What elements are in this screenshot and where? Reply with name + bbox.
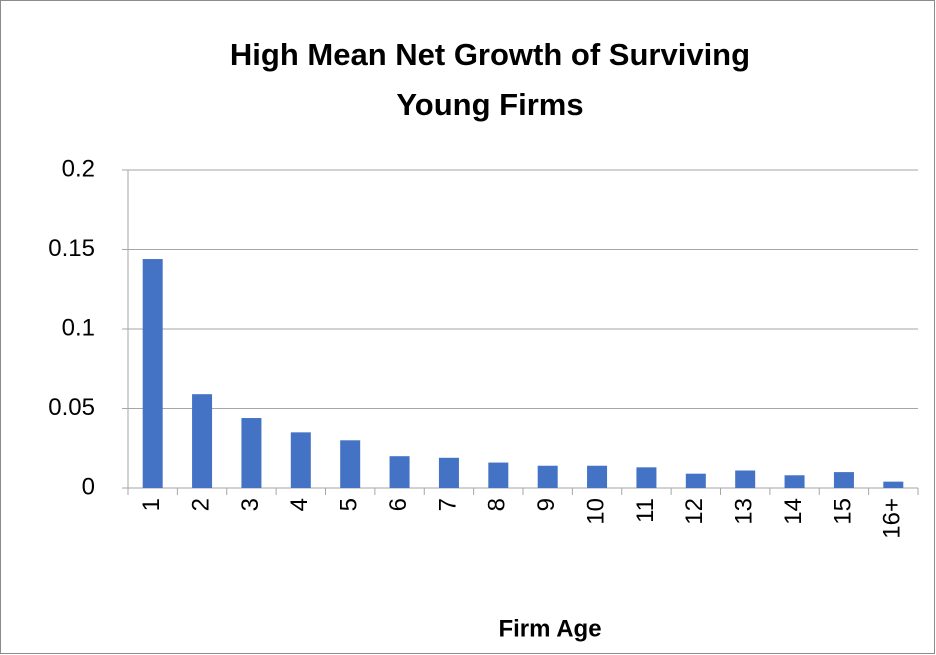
x-tick-label: 8 xyxy=(484,498,511,511)
x-tick-label: 5 xyxy=(336,498,363,511)
bar xyxy=(290,432,311,488)
x-tick-label: 7 xyxy=(434,498,461,511)
x-tick-label: 13 xyxy=(731,498,758,525)
bar xyxy=(685,473,706,488)
bar xyxy=(784,475,805,488)
bar xyxy=(833,472,854,488)
x-tick-label: 12 xyxy=(681,498,708,525)
bar xyxy=(389,456,410,488)
x-tick-label: 9 xyxy=(533,498,560,511)
bar xyxy=(587,465,608,488)
x-tick-label: 11 xyxy=(632,498,659,523)
bar xyxy=(241,418,262,488)
y-tick-label: 0.05 xyxy=(48,394,95,421)
bar xyxy=(537,465,558,488)
bar xyxy=(735,470,756,488)
bar xyxy=(488,462,509,488)
x-tick-label: 14 xyxy=(780,498,807,525)
y-tick-label: 0.2 xyxy=(62,155,95,182)
x-tick-label: 1 xyxy=(138,498,165,511)
bar xyxy=(438,457,459,488)
x-tick-label: 15 xyxy=(829,498,856,525)
chart-title: High Mean Net Growth of Surviving Young F… xyxy=(230,37,750,122)
bar xyxy=(340,440,361,488)
x-tick-label: 3 xyxy=(237,498,264,511)
x-tick-label: 4 xyxy=(286,498,313,511)
y-tick-label: 0 xyxy=(82,473,95,500)
x-tick-label: 10 xyxy=(582,498,609,525)
x-tick-label: 2 xyxy=(187,498,214,511)
y-tick-label: 0.15 xyxy=(48,235,95,262)
y-tick-label: 0.1 xyxy=(62,314,95,341)
x-tick-label: 6 xyxy=(385,498,412,511)
bar xyxy=(142,259,163,488)
x-axis-title: Firm Age xyxy=(498,615,601,642)
bar xyxy=(192,394,213,488)
bar xyxy=(636,467,657,488)
x-tick-label: 16+ xyxy=(879,498,906,539)
bar xyxy=(883,481,904,488)
